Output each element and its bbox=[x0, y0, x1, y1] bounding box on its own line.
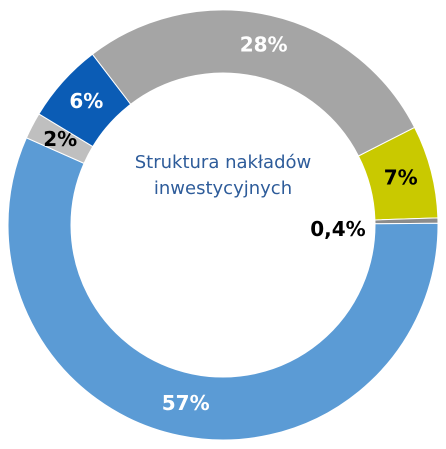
value-label: 6% bbox=[69, 89, 103, 113]
value-label: 0,4% bbox=[310, 217, 365, 241]
chart-title: Struktura nakładów inwestycyjnych bbox=[134, 152, 312, 199]
slice bbox=[7, 137, 439, 441]
value-label: 28% bbox=[240, 33, 288, 57]
value-label: 7% bbox=[384, 166, 418, 190]
value-label: 57% bbox=[162, 391, 210, 415]
slice bbox=[91, 9, 416, 157]
